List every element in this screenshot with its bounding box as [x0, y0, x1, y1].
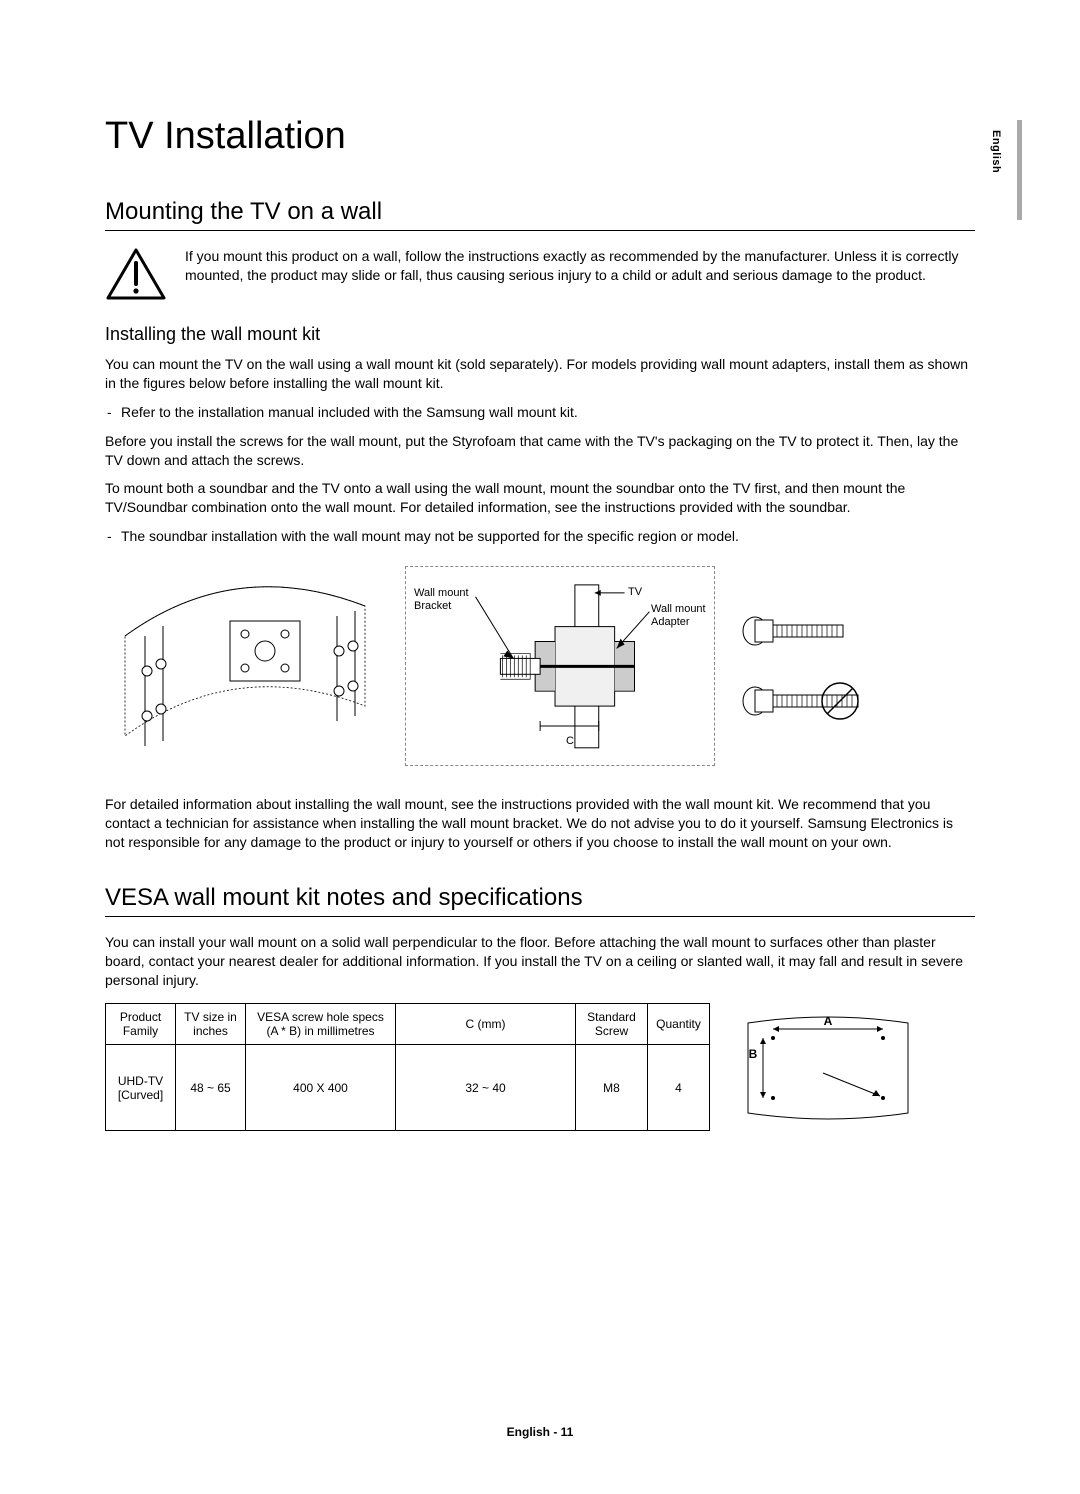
table-cell: 48 ~ 65	[176, 1045, 246, 1131]
label-wall-mount-adapter: Wall mount Adapter	[651, 603, 706, 629]
label-wall-mount-bracket: Wall mount Bracket	[414, 587, 469, 613]
body-p4: For detailed information about installin…	[105, 795, 975, 852]
table-header: C (mm)	[396, 1004, 576, 1045]
bullet-2: The soundbar installation with the wall …	[105, 527, 975, 546]
table-cell: 400 X 400	[246, 1045, 396, 1131]
table-cell: 4	[648, 1045, 710, 1131]
table-header: Standard Screw	[576, 1004, 648, 1045]
table-cell: M8	[576, 1045, 648, 1131]
figure-curved-tv	[105, 566, 385, 766]
warning-text: If you mount this product on a wall, fol…	[185, 247, 975, 285]
section2-p1: You can install your wall mount on a sol…	[105, 933, 975, 990]
screw-incorrect-icon	[740, 680, 860, 722]
label-c: C	[566, 735, 574, 748]
table-header: Product Family	[106, 1004, 176, 1045]
table-header: VESA screw hole specs (A * B) in millime…	[246, 1004, 396, 1045]
section2-heading: VESA wall mount kit notes and specificat…	[105, 884, 975, 917]
section1-subheading: Installing the wall mount kit	[105, 324, 975, 345]
table-cell: UHD-TV [Curved]	[106, 1045, 176, 1131]
screw-correct-icon	[740, 610, 860, 652]
dimension-diagram: A B	[728, 1003, 928, 1128]
label-tv: TV	[628, 586, 642, 599]
warning-block: If you mount this product on a wall, fol…	[105, 247, 975, 306]
dim-b-label: B	[749, 1047, 758, 1061]
section1-heading: Mounting the TV on a wall	[105, 198, 975, 231]
dim-a-label: A	[824, 1014, 833, 1028]
table-header: Quantity	[648, 1004, 710, 1045]
table-row: UHD-TV [Curved]48 ~ 65400 X 40032 ~ 40M8…	[106, 1045, 710, 1131]
body-p3: To mount both a soundbar and the TV onto…	[105, 479, 975, 517]
warning-icon	[105, 247, 167, 306]
table-header: TV size in inches	[176, 1004, 246, 1045]
bullet-1: Refer to the installation manual include…	[105, 403, 975, 422]
figure-screws	[735, 610, 865, 722]
figure-area: Wall mount Bracket TV Wall mount Adapter…	[105, 558, 975, 773]
page-title: TV Installation	[105, 115, 975, 158]
side-language-label: English	[990, 130, 1002, 173]
body-p1: You can mount the TV on the wall using a…	[105, 355, 975, 393]
page-footer: English - 11	[0, 1425, 1080, 1439]
vesa-table: Product FamilyTV size in inchesVESA scre…	[105, 1003, 710, 1131]
side-language-bar	[1017, 120, 1022, 220]
table-cell: 32 ~ 40	[396, 1045, 576, 1131]
body-p2: Before you install the screws for the wa…	[105, 432, 975, 470]
figure-cross-section: Wall mount Bracket TV Wall mount Adapter…	[405, 566, 715, 766]
